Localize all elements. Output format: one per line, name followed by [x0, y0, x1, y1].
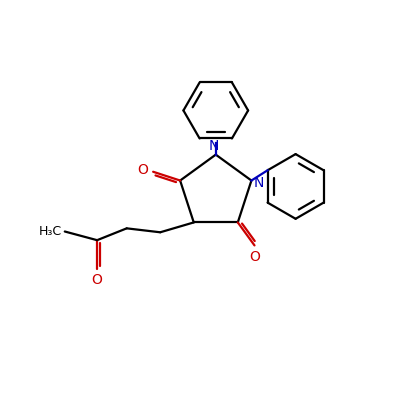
Text: N: N — [253, 176, 264, 190]
Text: O: O — [249, 250, 260, 264]
Text: N: N — [209, 139, 219, 153]
Text: H₃C: H₃C — [38, 225, 62, 238]
Text: O: O — [92, 273, 102, 287]
Text: O: O — [138, 163, 148, 177]
